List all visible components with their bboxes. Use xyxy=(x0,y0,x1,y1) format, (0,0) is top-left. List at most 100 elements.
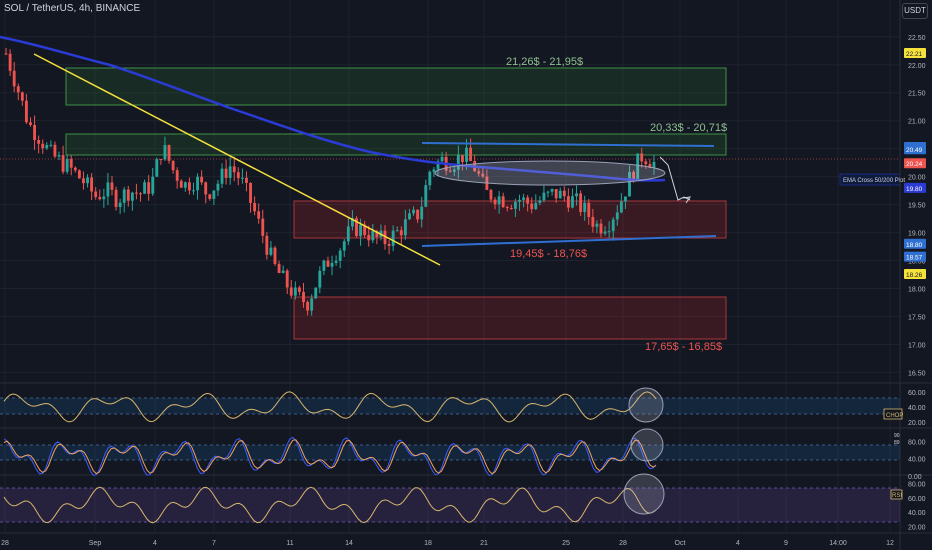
time-tick-label: 4 xyxy=(736,540,740,547)
candle-body xyxy=(493,199,497,205)
candle-body xyxy=(41,143,45,149)
time-tick-label: 14:00 xyxy=(829,540,847,547)
time-tick-label: 14 xyxy=(345,540,353,547)
candle-body xyxy=(289,287,293,296)
price-label-tag: 22.21 xyxy=(904,48,926,59)
candle-body xyxy=(269,247,273,255)
candle-body xyxy=(130,192,134,201)
time-tick-label: 28 xyxy=(1,540,9,547)
price-label-tag: 18.57 xyxy=(904,251,926,262)
indicator-badge[interactable]: EMA Cross 50/200 Plot xyxy=(839,173,905,186)
time-axis[interactable]: 28 Sep 4 7 11 14 18 21 25 28 Oct 4 9 14:00 12 xyxy=(1,540,894,547)
candle-body xyxy=(33,124,36,141)
price-tick-label: 17.00 xyxy=(908,342,926,349)
candle-body xyxy=(383,230,387,244)
candle-body xyxy=(330,262,334,267)
price-label-tag: 19.80 xyxy=(904,182,926,193)
candle-body xyxy=(607,231,611,233)
candle-body xyxy=(322,260,326,271)
candle-body xyxy=(452,169,456,172)
price-tick-label: 18.50 xyxy=(908,259,926,266)
candle-body xyxy=(428,171,432,186)
candle-body xyxy=(363,224,367,235)
candle-body xyxy=(518,199,521,202)
ema-200-line xyxy=(0,35,666,182)
zone-label-4: 17,65$ - 16,85$ xyxy=(645,341,722,353)
price-label-text: 20.49 xyxy=(906,147,923,154)
candle-body xyxy=(122,189,126,203)
currency-button[interactable]: USDT xyxy=(902,3,928,19)
candle-body xyxy=(45,144,49,149)
candle-body xyxy=(273,247,277,264)
candle-body xyxy=(420,206,424,220)
candle-body xyxy=(526,197,530,204)
zone-red-lower xyxy=(293,296,727,340)
candle-body xyxy=(240,177,244,179)
candle-body xyxy=(29,122,32,125)
chop-tag-text: CHOP xyxy=(886,413,903,419)
candle-body xyxy=(648,164,652,168)
candle-body xyxy=(232,166,236,173)
price-zones xyxy=(65,67,727,340)
candle-body xyxy=(20,92,24,101)
candle-body xyxy=(469,147,473,162)
candle-body xyxy=(163,145,167,160)
candle-body xyxy=(61,155,65,172)
candle-body xyxy=(302,291,305,303)
candle-body xyxy=(367,234,371,241)
candle-body xyxy=(147,182,151,194)
descending-trendline xyxy=(33,53,441,266)
time-tick-label: 18 xyxy=(424,540,432,547)
indicator-label: EMA Cross 50/200 Plot xyxy=(843,178,905,184)
candle-body xyxy=(73,167,77,171)
candle-body xyxy=(314,287,318,299)
price-tick-label: 20.00 xyxy=(908,175,926,182)
candle-body xyxy=(558,190,562,199)
candle-body xyxy=(509,208,513,210)
osc-tick-label: 80.00 xyxy=(908,482,926,489)
candle-body xyxy=(326,260,330,267)
candle-body xyxy=(192,190,195,192)
osc-tick-label: 20.00 xyxy=(908,420,926,427)
candle-body xyxy=(86,177,89,184)
candle-body xyxy=(530,203,534,210)
candle-body xyxy=(216,183,220,191)
time-tick-label: Sep xyxy=(89,540,102,547)
candle-body xyxy=(82,178,85,184)
grid-lines xyxy=(0,0,900,533)
price-label-tag: 18.80 xyxy=(904,238,926,249)
osc-tick-label: 20.00 xyxy=(908,524,926,531)
rsi-tag: RSI xyxy=(890,489,903,500)
candle-body xyxy=(566,196,570,208)
candle-body xyxy=(624,196,627,202)
candle-body xyxy=(69,159,73,168)
candle-body xyxy=(513,201,517,209)
candle-body xyxy=(611,219,615,232)
candle-body xyxy=(187,182,191,191)
zone-green-upper xyxy=(65,67,727,106)
price-label-text: 22.21 xyxy=(906,51,923,58)
candle-body xyxy=(114,189,118,208)
candle-body xyxy=(408,213,411,220)
price-label-text: 18.26 xyxy=(906,272,923,279)
osc-tick-label: 40.00 xyxy=(908,510,926,517)
candle-body xyxy=(534,203,538,210)
candle-body xyxy=(245,177,248,183)
candle-body xyxy=(481,173,485,177)
candle-body xyxy=(575,193,578,197)
candle-body xyxy=(595,223,599,227)
candle-body xyxy=(619,201,623,213)
stoch-pane xyxy=(0,428,900,477)
zone-label-3: 19,45$ - 18,76$ xyxy=(510,248,587,260)
candle-body xyxy=(538,200,542,204)
candle-body xyxy=(342,241,346,251)
osc-tick-label: 0.00 xyxy=(908,474,922,481)
candle-body xyxy=(359,224,362,237)
candle-body xyxy=(497,196,501,205)
candle-body xyxy=(98,197,102,200)
candle-body xyxy=(644,161,648,165)
price-tick-label: 16.50 xyxy=(908,370,926,377)
price-label-tag: 20.49 xyxy=(904,144,926,155)
